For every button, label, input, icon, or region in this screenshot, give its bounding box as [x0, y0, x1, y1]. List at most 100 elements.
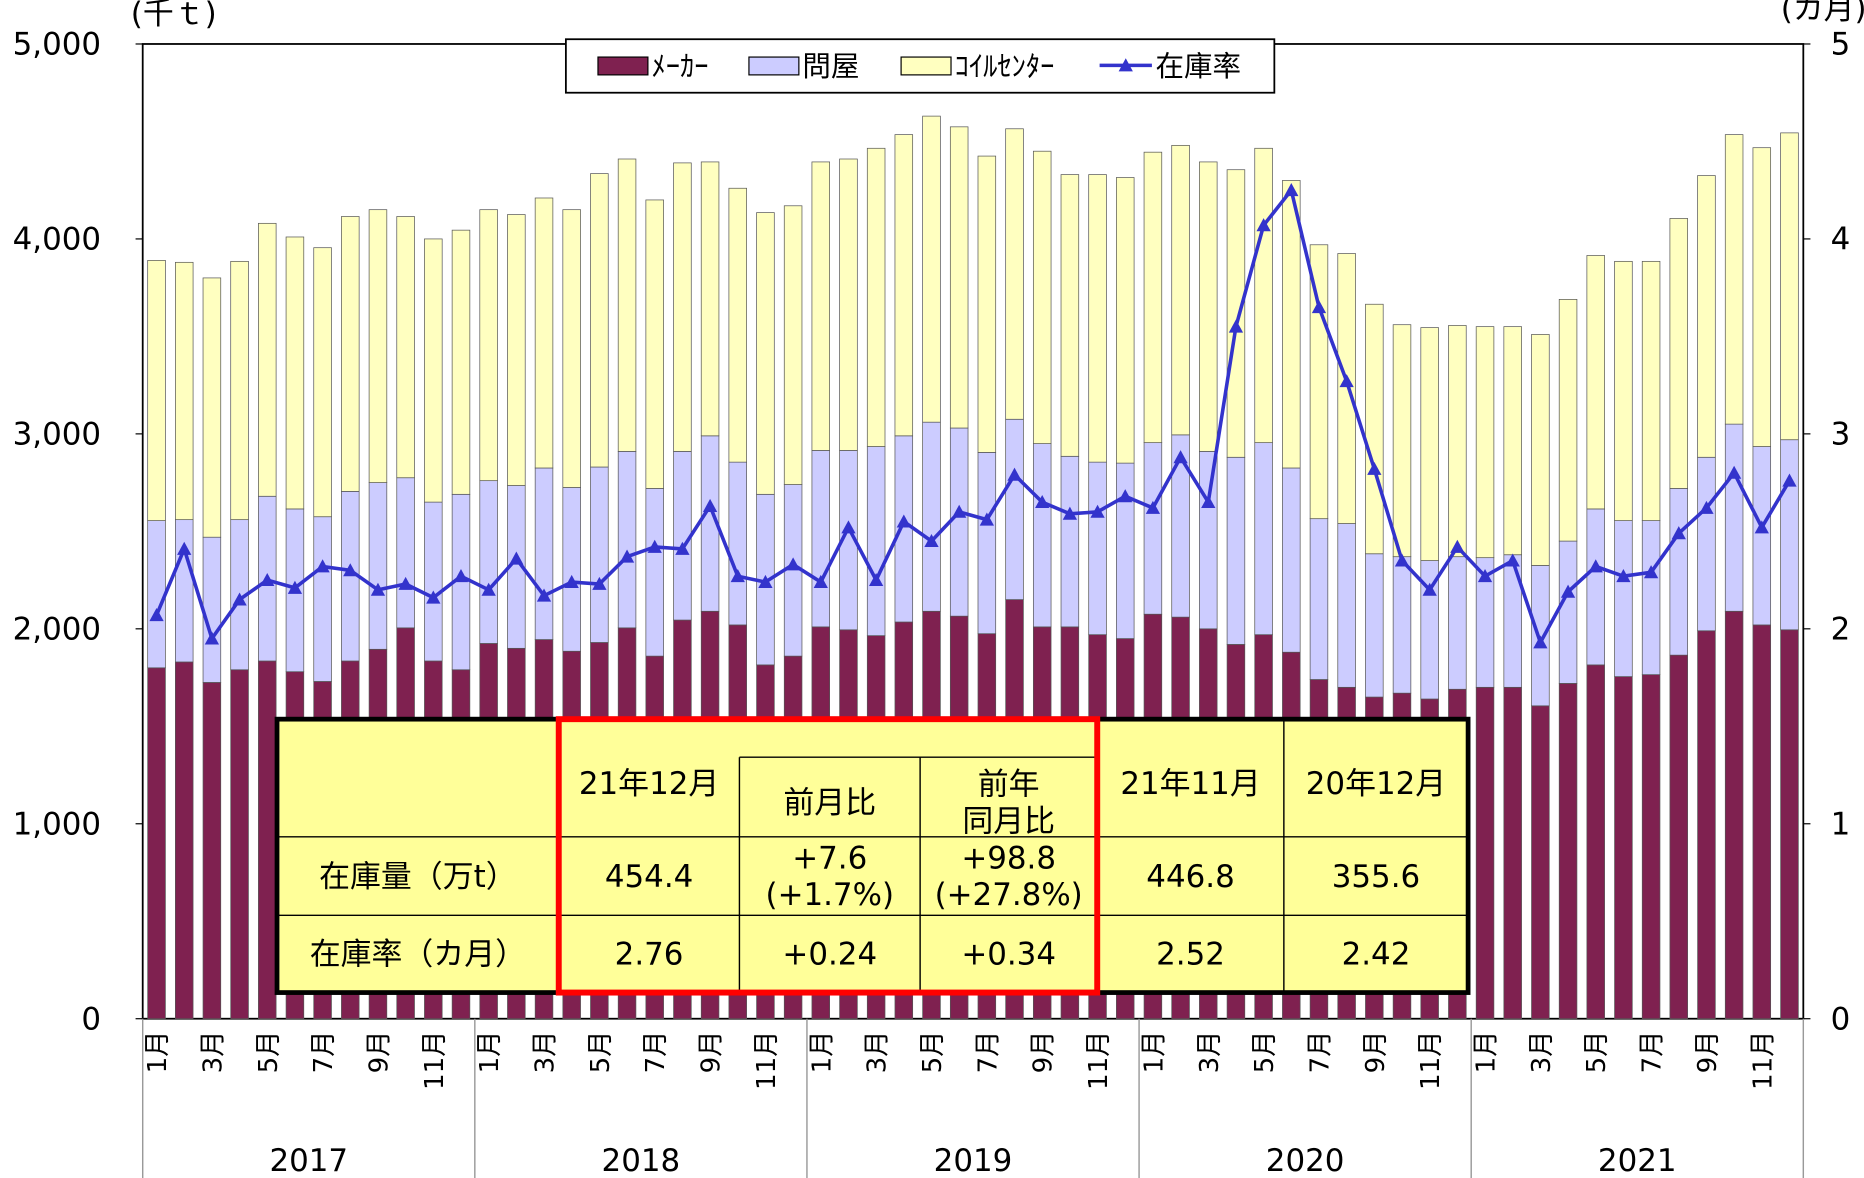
y-tick-label: 2,000 — [13, 612, 101, 648]
y-tick-label: 0 — [81, 1001, 101, 1037]
x-tick-label: 7月 — [973, 1031, 1003, 1074]
bar-segment — [1669, 218, 1688, 489]
legend-swatch — [900, 56, 952, 76]
bar-segment — [202, 536, 222, 683]
bar-segment — [147, 520, 166, 669]
bar-segment — [1005, 128, 1024, 420]
bar-segment — [1586, 508, 1605, 666]
rate-marker — [1643, 565, 1659, 579]
legend-marker — [1118, 58, 1133, 72]
bar-segment — [866, 147, 886, 447]
rate-marker — [287, 580, 303, 594]
bar-segment — [1586, 664, 1605, 1020]
rate-marker — [343, 563, 358, 577]
bar-segment — [1697, 456, 1716, 632]
bar-segment — [700, 161, 720, 437]
x-tick-label: 9月 — [1361, 1031, 1391, 1074]
bar-segment — [949, 126, 969, 429]
bar-segment — [202, 682, 222, 1020]
bar-segment — [1641, 520, 1661, 675]
rate-marker — [1616, 569, 1631, 583]
table-header: 前年同月比 — [962, 767, 1055, 840]
rate-marker — [1007, 467, 1022, 481]
table-row-label: 在庫量（万t） — [319, 859, 516, 895]
bar-segment — [1669, 654, 1688, 1020]
table-cell: 454.4 — [605, 859, 693, 895]
x-tick-label: 1月 — [143, 1031, 173, 1074]
x-tick-label: 7月 — [641, 1031, 671, 1074]
bar-segment — [479, 209, 498, 482]
bar-segment — [1531, 705, 1550, 1020]
bar-segment — [1254, 442, 1273, 636]
bar-segment — [258, 222, 277, 497]
bar-segment — [1254, 147, 1273, 444]
bar-segment — [1199, 451, 1218, 630]
bar-segment — [1448, 325, 1467, 558]
bar-segment — [1420, 327, 1439, 561]
table-cell: +0.24 — [782, 937, 877, 973]
bar-segment — [728, 461, 747, 626]
bar-segment — [756, 212, 775, 495]
bar-segment — [1060, 455, 1080, 628]
bar-segment — [922, 421, 941, 612]
table-cell: 2.76 — [615, 937, 684, 973]
bar-segment — [617, 158, 637, 452]
bar-segment — [894, 435, 914, 623]
bar-segment — [1724, 423, 1744, 612]
rate-marker — [896, 514, 911, 528]
y-tick-label: 5,000 — [13, 27, 101, 63]
bar-segment — [977, 452, 997, 635]
table-bg — [277, 719, 1469, 993]
table-row-label: 在庫率（カ月） — [310, 937, 526, 973]
x-tick-label: 3月 — [863, 1031, 893, 1074]
y2-tick-label: 5 — [1831, 27, 1851, 63]
rate-marker — [1228, 319, 1244, 333]
y2-unit: (カ月) — [1781, 0, 1864, 27]
bar-segment — [258, 660, 277, 1020]
rate-marker — [315, 559, 330, 573]
year-label: 2019 — [934, 1143, 1013, 1178]
rate-marker — [979, 512, 994, 526]
rate-marker — [1726, 465, 1742, 479]
x-tick-label: 11月 — [1748, 1031, 1778, 1090]
table-cell: 446.8 — [1146, 859, 1234, 895]
rate-marker — [1699, 500, 1714, 514]
rate-marker — [370, 582, 386, 596]
rate-marker — [785, 557, 801, 571]
legend-label: ｺｲﾙｾﾝﾀｰ — [955, 50, 1055, 83]
bar-segment — [534, 197, 554, 469]
rate-marker — [1062, 506, 1078, 520]
bar-segment — [424, 238, 443, 503]
bar-segment — [866, 446, 886, 637]
year-label: 2018 — [602, 1143, 681, 1178]
rate-marker — [1477, 569, 1493, 583]
bar-segment — [1697, 175, 1716, 458]
bar-segment — [1475, 686, 1495, 1020]
bar-segment — [313, 516, 332, 682]
y2-tick-label: 1 — [1831, 806, 1851, 842]
legend-swatch — [597, 56, 649, 76]
bar-segment — [590, 173, 609, 468]
y-unit: (千ｔ) — [131, 0, 217, 32]
bar-segment — [1448, 556, 1467, 690]
table-header: 20年12月 — [1306, 766, 1446, 802]
x-tick-label: 5月 — [254, 1031, 284, 1074]
bar-segment — [1060, 174, 1080, 457]
bar-segment — [1614, 520, 1633, 677]
bar-segment — [1531, 334, 1550, 566]
bar-segment — [341, 216, 360, 492]
x-tick-label: 11月 — [752, 1031, 782, 1090]
rate-marker — [260, 572, 275, 587]
bar-segment — [1503, 686, 1522, 1020]
y-tick-label: 4,000 — [13, 222, 101, 258]
rate-marker — [1145, 500, 1161, 514]
table-cell: +0.34 — [961, 937, 1056, 973]
bar-segment — [1365, 553, 1384, 698]
bar-segment — [451, 229, 471, 495]
rate-line — [154, 186, 1792, 647]
bar-segment — [1309, 518, 1329, 680]
x-tick-label: 7月 — [309, 1031, 339, 1074]
x-tick-label: 9月 — [364, 1031, 394, 1074]
bar-segment — [1752, 147, 1772, 447]
